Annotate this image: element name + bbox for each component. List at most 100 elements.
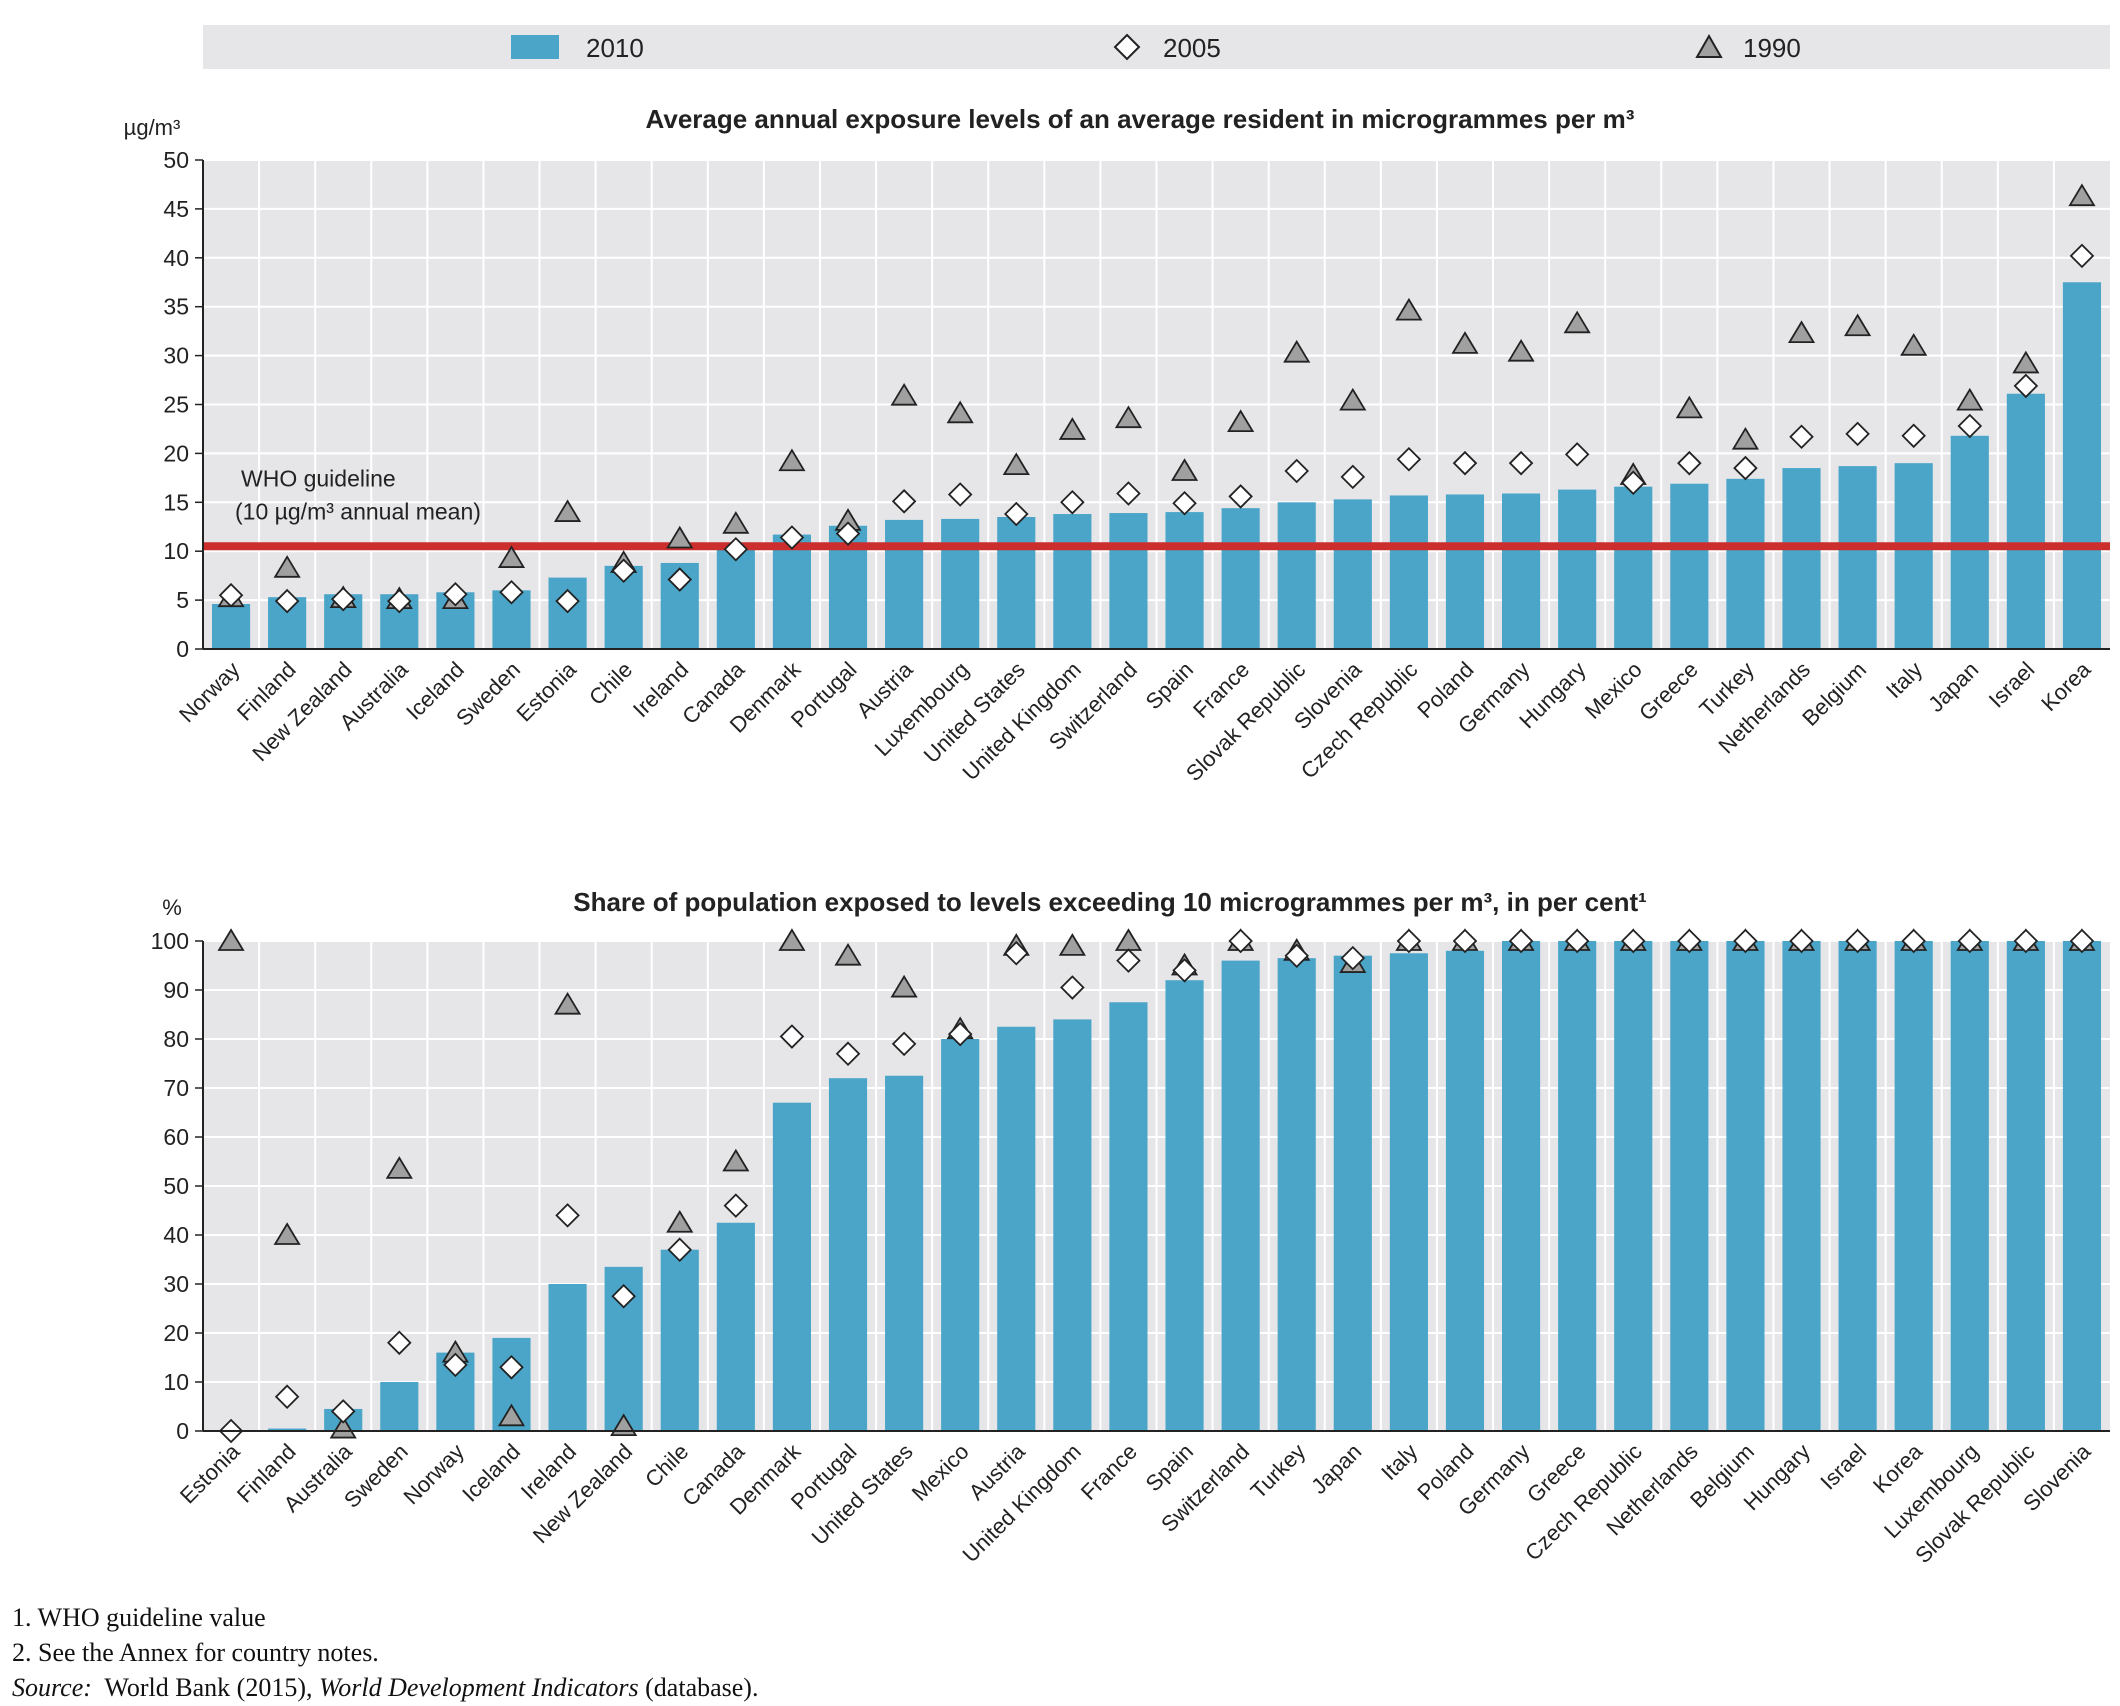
marker-2005 (1564, 442, 1590, 467)
marker-2005 (1508, 928, 1534, 954)
bar-2010 (885, 1075, 924, 1431)
marker-2005 (667, 567, 693, 592)
marker-2005 (947, 1021, 973, 1047)
marker-2005 (1901, 423, 1926, 449)
marker-2005 (499, 1355, 524, 1380)
bar-2010 (2062, 282, 2102, 649)
footnotes: 1. WHO guideline value 2. See the Annex … (12, 1600, 758, 1705)
marker-2005 (1845, 421, 1870, 447)
marker-1990 (497, 545, 526, 568)
marker-2005 (1172, 491, 1197, 516)
marker-2005 (779, 1024, 805, 1049)
marker-1990 (890, 974, 918, 998)
marker-2005 (1060, 975, 1085, 1000)
bar-2010 (997, 1026, 1036, 1431)
marker-1990 (1058, 933, 1086, 956)
legend-diamond-icon (1113, 33, 1141, 61)
bar-2010 (2006, 941, 2045, 1431)
marker-2005 (1228, 484, 1253, 509)
marker-2005 (2013, 373, 2039, 399)
marker-2005 (1733, 928, 1758, 954)
bar-2010 (1221, 960, 1260, 1431)
exposure-charts: 2010 2005 1990 Average annual exposure l… (124, 25, 2110, 1568)
bar-2010 (211, 604, 251, 649)
chart-1-title: Average annual exposure levels of an ave… (646, 104, 1635, 134)
y-tick-label: 15 (163, 489, 189, 515)
bar-2010 (1726, 941, 1765, 1431)
marker-1990 (1507, 338, 1535, 362)
y-tick-label: 80 (163, 1026, 189, 1052)
marker-2005 (1284, 458, 1309, 484)
y-tick-label: 70 (163, 1075, 189, 1101)
marker-1990 (666, 1210, 694, 1233)
marker-2005 (891, 1031, 917, 1057)
legend-label-1990: 1990 (1743, 33, 1801, 63)
marker-1990 (273, 555, 301, 578)
bar-2010 (1502, 941, 1541, 1431)
marker-2005 (1396, 928, 1422, 954)
bar-2010 (1333, 955, 1372, 1431)
marker-1990 (553, 499, 582, 522)
marker-1990 (1058, 417, 1086, 440)
category-label: Greece (1634, 657, 1703, 726)
bar-2010 (1277, 958, 1316, 1431)
category-label: Italy (1376, 1439, 1422, 1485)
marker-1990 (1170, 458, 1199, 481)
marker-2005 (1620, 470, 1646, 496)
y-tick-label: 20 (163, 1320, 189, 1346)
bar-2010 (1502, 493, 1541, 649)
chart-2-unit-label: % (162, 895, 182, 920)
bar-2010 (1389, 953, 1428, 1431)
marker-1990 (890, 382, 918, 406)
marker-2005 (779, 525, 805, 550)
bar-2010 (2062, 941, 2102, 1431)
category-label: Estonia (512, 656, 582, 726)
bar-2010 (1670, 483, 1709, 649)
source-suffix: (database). (638, 1673, 759, 1702)
category-label: Mexico (907, 1439, 974, 1506)
bar-2010 (1838, 466, 1877, 649)
marker-2005 (1004, 940, 1029, 966)
marker-1990 (1563, 310, 1591, 334)
legend-label-2010: 2010 (586, 33, 644, 63)
marker-1990 (778, 448, 806, 472)
category-label: Norway (399, 1439, 469, 1509)
who-guideline-label: WHO guideline (241, 465, 396, 491)
y-tick-label: 50 (163, 1173, 189, 1199)
y-tick-label: 25 (163, 392, 189, 418)
bar-2010 (1053, 1019, 1092, 1431)
category-label: Japan (1923, 657, 1983, 717)
bar-2010 (828, 1078, 868, 1431)
bar-2010 (772, 1102, 811, 1431)
marker-1990 (1395, 297, 1423, 321)
marker-1990 (385, 1156, 413, 1179)
bar-2010 (1670, 941, 1709, 1431)
marker-2005 (891, 489, 917, 514)
marker-2005 (499, 580, 524, 605)
category-label: Norway (174, 657, 244, 727)
marker-2005 (2069, 243, 2095, 269)
marker-2005 (1957, 413, 1983, 439)
bar-2010 (1782, 941, 1821, 1431)
marker-1990 (1114, 405, 1143, 429)
bar-2010 (716, 548, 755, 649)
marker-1990 (778, 928, 806, 951)
marker-2005 (1845, 928, 1870, 954)
marker-2005 (2013, 928, 2039, 954)
bar-2010 (1053, 514, 1092, 649)
category-label: Iceland (457, 1439, 525, 1507)
marker-1990 (497, 1403, 526, 1427)
bar-2010 (1445, 950, 1485, 1431)
bar-2010 (1165, 512, 1204, 649)
y-tick-label: 35 (163, 294, 189, 320)
marker-2005 (1677, 928, 1702, 954)
y-tick-label: 40 (163, 1222, 189, 1248)
y-tick-label: 5 (176, 587, 189, 613)
bar-2010 (660, 1249, 699, 1431)
y-tick-label: 10 (163, 538, 189, 564)
bar-2010 (997, 516, 1036, 649)
y-tick-label: 40 (163, 245, 189, 271)
marker-2005 (835, 1041, 861, 1066)
y-tick-label: 45 (163, 196, 189, 222)
marker-1990 (1787, 320, 1816, 344)
